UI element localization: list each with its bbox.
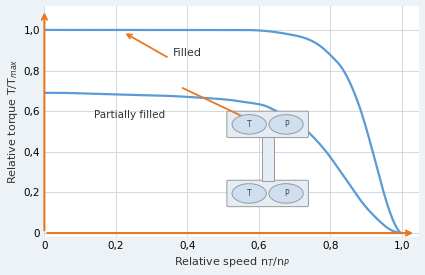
X-axis label: Relative speed n$_T$/n$_P$: Relative speed n$_T$/n$_P$	[174, 255, 290, 270]
Bar	[262, 137, 274, 181]
Text: T: T	[247, 189, 252, 198]
Circle shape	[269, 115, 303, 134]
Circle shape	[232, 115, 266, 134]
Circle shape	[232, 184, 266, 203]
FancyBboxPatch shape	[227, 180, 309, 207]
Text: P: P	[284, 189, 289, 198]
FancyBboxPatch shape	[227, 111, 309, 138]
Y-axis label: Relative torque T/T$_{max}$: Relative torque T/T$_{max}$	[6, 59, 20, 184]
Text: T: T	[247, 120, 252, 129]
Text: Partially filled: Partially filled	[94, 110, 165, 120]
Text: Filled: Filled	[173, 48, 202, 58]
Text: P: P	[284, 120, 289, 129]
Circle shape	[269, 184, 303, 203]
